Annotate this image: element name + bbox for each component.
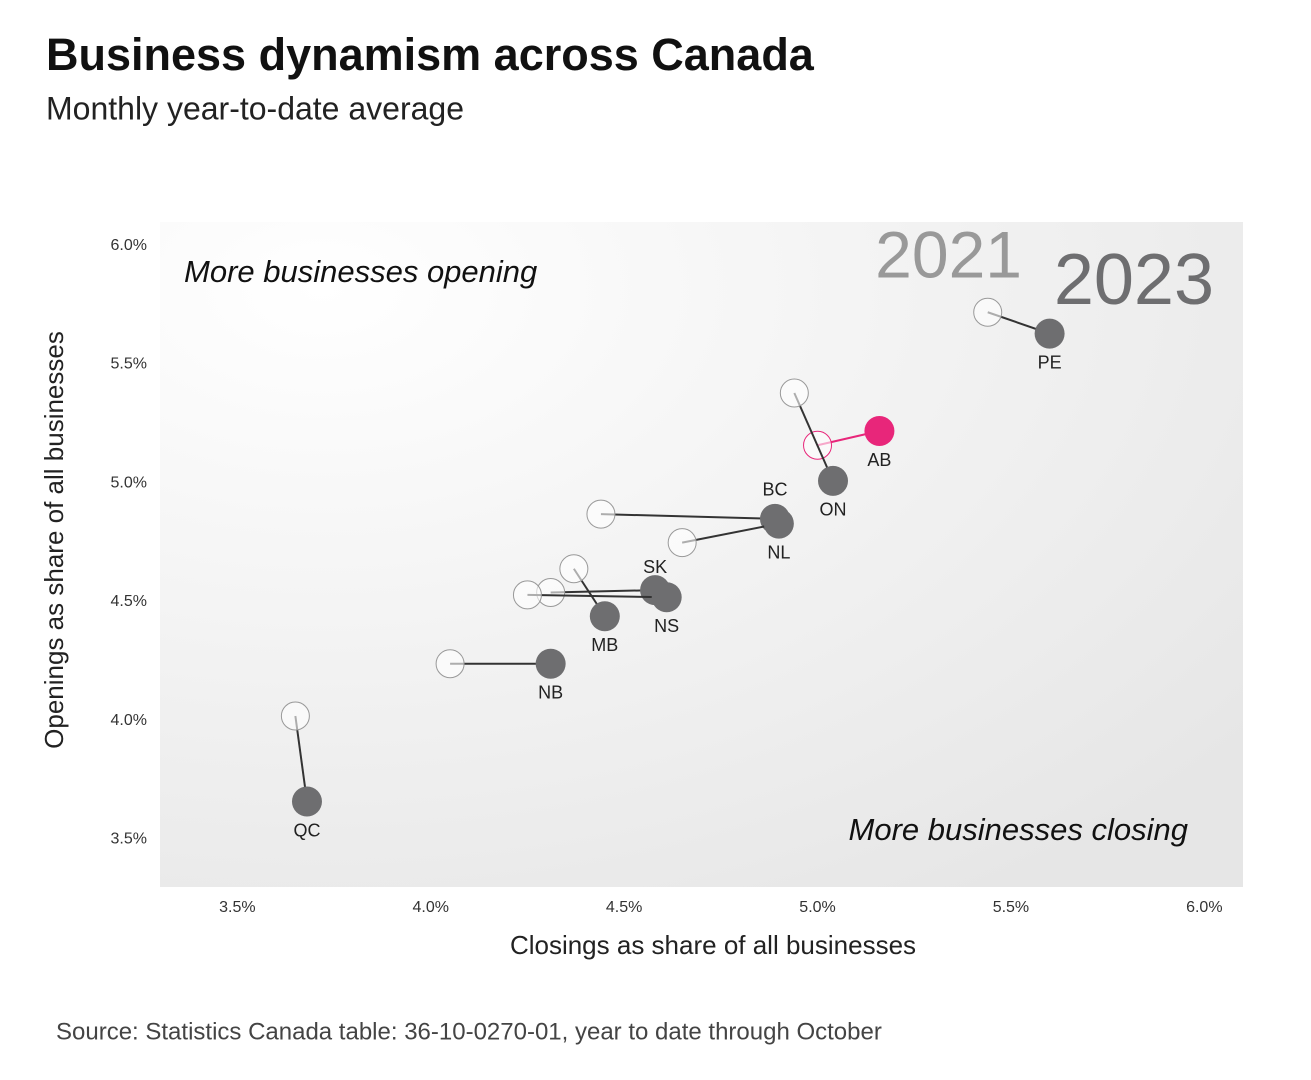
point-label: NS — [654, 616, 679, 636]
point-2021 — [559, 554, 589, 584]
x-tick-label: 5.0% — [799, 899, 835, 916]
point-2021 — [973, 297, 1003, 327]
y-tick-label: 5.0% — [111, 474, 147, 491]
connector — [527, 593, 667, 599]
point-label: SK — [643, 557, 667, 577]
point-label: NL — [767, 542, 790, 562]
point-2021 — [779, 378, 809, 408]
y-tick-label: 6.0% — [111, 237, 147, 254]
annotation: More businesses closing — [849, 812, 1188, 847]
point-2023 — [651, 582, 682, 613]
point-2023 — [864, 416, 895, 446]
connector — [600, 513, 776, 520]
y-axis-label: Openings as share of all businesses — [39, 331, 69, 749]
plot-background — [160, 222, 1243, 887]
connector — [681, 522, 780, 544]
point-2023 — [535, 648, 566, 679]
legend-label: 2023 — [1054, 240, 1214, 320]
y-tick-label: 4.0% — [111, 712, 147, 729]
connector — [550, 589, 656, 594]
point-2023 — [1034, 318, 1065, 349]
x-tick-label: 5.5% — [993, 899, 1029, 916]
point-2023 — [589, 601, 620, 632]
chart-title: Business dynamism across Canada — [46, 29, 815, 80]
point-label: ON — [820, 500, 847, 520]
y-tick-label: 3.5% — [111, 831, 147, 848]
point-label: NB — [538, 683, 563, 703]
point-label: QC — [293, 820, 320, 840]
point-label: PE — [1038, 352, 1062, 372]
point-2023 — [763, 508, 794, 539]
point-label: BC — [762, 480, 787, 500]
point-2021 — [435, 649, 465, 679]
annotation: More businesses opening — [184, 254, 537, 289]
connector — [793, 392, 834, 482]
x-tick-label: 4.0% — [413, 899, 449, 916]
x-tick-label: 4.5% — [606, 899, 642, 916]
point-2021 — [512, 580, 542, 610]
x-tick-label: 6.0% — [1186, 899, 1222, 916]
y-tick-label: 5.5% — [111, 356, 147, 373]
y-tick-label: 4.5% — [111, 593, 147, 610]
x-axis-label: Closings as share of all businesses — [510, 930, 916, 960]
point-2023 — [818, 465, 849, 496]
x-tick-label: 3.5% — [219, 899, 255, 916]
point-2021 — [586, 499, 616, 529]
chart-subtitle: Monthly year-to-date average — [46, 90, 464, 126]
point-label: AB — [867, 450, 891, 470]
point-2023 — [291, 786, 322, 817]
point-2021 — [280, 701, 310, 731]
source: Source: Statistics Canada table: 36-10-0… — [56, 1018, 882, 1045]
legend-label: 2021 — [875, 217, 1022, 291]
point-label: MB — [591, 635, 618, 655]
point-2021 — [667, 528, 697, 558]
